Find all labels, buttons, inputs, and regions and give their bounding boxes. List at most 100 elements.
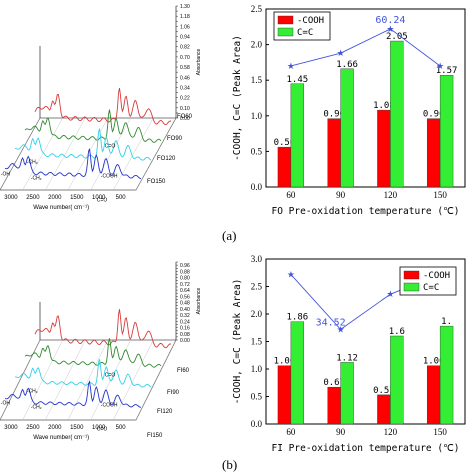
bar-cooh <box>377 394 391 425</box>
y-tick-label: 1.5 <box>251 75 263 85</box>
ratio-point: ★ <box>287 61 295 71</box>
bar-value-label: 0.96 <box>423 110 445 120</box>
x-tick-label: 3000 <box>4 195 18 201</box>
bar-value-label: 1.06 <box>274 357 296 367</box>
depth-gridline <box>45 339 86 421</box>
legend-entry: C=C <box>297 28 313 38</box>
y-tick-label: 1.0 <box>251 111 263 121</box>
bar-value-label: 1. <box>441 317 452 327</box>
spectrum-line <box>24 109 162 143</box>
ratio-point: ★ <box>436 61 444 71</box>
y-tick-label: 0.58 <box>180 65 190 71</box>
x-tick-label: 60 <box>286 190 296 200</box>
ratio-peak-label: 60.24 <box>375 15 405 26</box>
peak-annotation: C=O <box>105 143 116 149</box>
bar-cooh <box>277 365 292 425</box>
depth-gridline <box>0 117 41 191</box>
y-tick-label: 0.80 <box>180 276 190 282</box>
bar-value-label: 1.45 <box>286 75 308 85</box>
x-tick-label: 2500 <box>26 195 40 201</box>
y-tick-label: 0.72 <box>180 282 190 288</box>
y-tick-label: 1.06 <box>180 24 190 30</box>
bar-cc <box>290 321 305 425</box>
y-tick-label: 2.0 <box>251 309 263 319</box>
x-axis-label: FO Pre-oxidation temperature (℃) <box>272 206 460 217</box>
y-tick-label: 1.30 <box>180 4 190 10</box>
x-tick-label: 500 <box>116 425 127 431</box>
x-tick-label: 90 <box>336 190 346 200</box>
ftir-spectra-fi: 3000 2500 2000 1500 1000 500 Wave number( cm⁻¹… <box>0 261 202 441</box>
x-tick-label: 2000 <box>48 425 62 431</box>
bar-value-label: 1.6 <box>389 327 405 337</box>
x-axis-label: Wave number( cm⁻¹) <box>33 435 89 441</box>
bar-value-label: 0.96 <box>323 110 345 120</box>
peak-annotation: -OH <box>1 400 11 406</box>
spectrum-line <box>24 338 162 368</box>
depth-gridline <box>113 117 154 191</box>
y-axis-label: Absorbance <box>196 287 202 314</box>
x-axis-label: Wave number( cm⁻¹) <box>33 205 89 211</box>
y-tick-label: 0.40 <box>180 307 190 313</box>
peak-annotation: -CH₂ <box>31 404 42 410</box>
spectrum-line <box>15 359 152 388</box>
x-axis-label: FI Pre-oxidation temperature (℃) <box>272 443 460 454</box>
y-tick-label: 3.0 <box>251 254 263 264</box>
x-tick-label: 2000 <box>48 195 62 201</box>
bar-cc <box>390 335 404 425</box>
y-axis-label: -COOH, C=C (Peak Area) <box>232 35 243 161</box>
y-tick-label: 0.32 <box>180 313 190 319</box>
spectrum-line <box>15 128 152 161</box>
spectrum-label: FI90 <box>167 390 180 396</box>
spectrum-label: FI150 <box>147 433 163 439</box>
spectrum-label: FO90 <box>167 136 183 142</box>
y-tick-label: 0.08 <box>180 332 190 338</box>
bar-cooh <box>277 146 292 188</box>
bar-value-label: 2.05 <box>386 32 408 42</box>
bar-cooh <box>327 118 341 188</box>
x-tick-label: 1000 <box>92 195 106 201</box>
y-tick-label: 0.34 <box>180 85 190 91</box>
ratio-line <box>290 28 441 67</box>
spectrum-label: FI60 <box>177 368 190 374</box>
spectrum-label: FO150 <box>147 179 166 185</box>
bar-value-label: 1.12 <box>336 353 358 363</box>
panel-label-b: (b) <box>222 457 237 472</box>
bar-cc <box>340 362 354 425</box>
peak-annotation: -OH <box>1 171 11 177</box>
spectrum-label: FO60 <box>177 114 193 120</box>
bar-value-label: 1.08 <box>373 101 395 111</box>
legend-swatch <box>403 282 420 292</box>
x-tick-label: 120 <box>384 427 398 437</box>
y-tick-label: 2.5 <box>251 4 263 14</box>
legend-entry: C=C <box>423 283 439 293</box>
y-tick-label: 0.0 <box>251 182 263 192</box>
panel-label-a: (a) <box>222 228 236 243</box>
bar-value-label: 0.67 <box>323 378 345 388</box>
bar-value-label: 1.57 <box>436 66 458 76</box>
spectrum-line <box>34 87 172 126</box>
spectrum-line <box>4 379 141 408</box>
bar-value-label: 1.86 <box>286 313 308 323</box>
bar-cooh <box>327 386 341 425</box>
bar-cc <box>439 75 454 188</box>
bar-cc <box>439 325 454 425</box>
y-axis-label: -COOH, C=C (Peak Area) <box>232 279 243 405</box>
spectrum-label: FO120 <box>157 156 176 162</box>
x-tick-label: 120 <box>384 190 398 200</box>
peak-annotation: -CH₂ <box>31 175 42 181</box>
legend-swatch <box>403 270 420 280</box>
x-tick-label: 150 <box>433 190 447 200</box>
peak-annotation: C=O <box>105 372 116 378</box>
y-tick-label: 0.48 <box>180 301 190 307</box>
bar-chart-fo: 0.0 0.5 1.0 1.5 2.0 2.5 60 0.56 1.45 90 0.96 1.66 12… <box>232 4 466 217</box>
x-tick-label: 90 <box>336 427 346 437</box>
peak-annotation: -CH₃ <box>27 159 38 165</box>
x-tick-label: 150 <box>433 427 447 437</box>
y-tick-label: 0.64 <box>180 288 190 294</box>
x-tick-label: 1500 <box>70 425 84 431</box>
y-tick-label: 1.0 <box>251 364 263 374</box>
y-tick-label: 0.56 <box>180 294 190 300</box>
spectrum-label: FI120 <box>157 409 173 415</box>
plot-frame <box>265 8 466 188</box>
y-tick-label: 1.18 <box>180 14 190 20</box>
